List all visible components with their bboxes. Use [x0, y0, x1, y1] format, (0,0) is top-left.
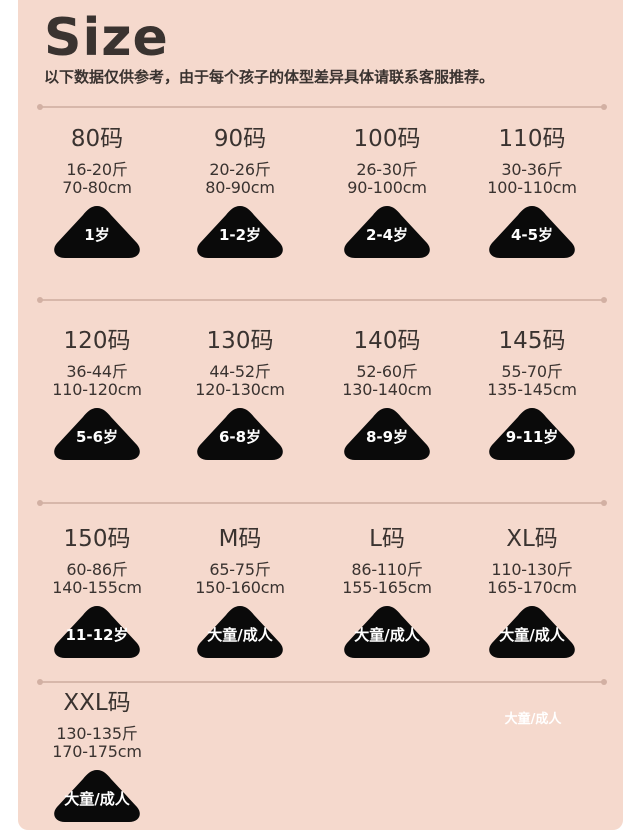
badge-triangle-shape: [54, 606, 140, 658]
size-label: XXL码: [63, 690, 131, 716]
age-label: 大童/成人: [354, 626, 420, 644]
weight-range: 30-36斤: [501, 160, 563, 179]
size-cell: XL码 110-130斤 165-170cm 大童/成人: [467, 525, 597, 659]
divider: [37, 679, 607, 685]
height-range: 130-140cm: [342, 380, 432, 399]
age-badge: 1岁: [53, 203, 141, 259]
age-badge: 4-5岁: [488, 203, 576, 259]
age-label: 6-8岁: [218, 428, 262, 446]
size-label: 140码: [353, 328, 421, 354]
height-range: 80-90cm: [205, 178, 275, 197]
weight-range: 55-70斤: [501, 362, 563, 381]
age-badge: 6-8岁: [196, 405, 284, 461]
weight-range: 26-30斤: [356, 160, 418, 179]
age-label: 9-11岁: [505, 428, 559, 446]
age-badge: 8-9岁: [343, 405, 431, 461]
age-label: 大童/成人: [499, 626, 565, 644]
age-label: 5-6岁: [75, 428, 119, 446]
size-cell: 110码 30-36斤 100-110cm 4-5岁: [467, 125, 597, 259]
age-badge: 大童/成人: [343, 603, 431, 659]
weight-range: 44-52斤: [209, 362, 271, 381]
badge-triangle-shape: [489, 606, 575, 658]
divider: [37, 500, 607, 506]
size-cell: M码 65-75斤 150-160cm 大童/成人: [175, 525, 305, 659]
divider: [37, 104, 607, 110]
weight-range: 130-135斤: [56, 724, 138, 743]
weight-range: 52-60斤: [356, 362, 418, 381]
size-cell: 90码 20-26斤 80-90cm 1-2岁: [175, 125, 305, 259]
age-label: 11-12岁: [65, 626, 129, 644]
size-label: M码: [218, 526, 262, 552]
height-range: 135-145cm: [487, 380, 577, 399]
size-label: 80码: [70, 126, 124, 152]
age-badge: 大童/成人: [488, 603, 576, 659]
height-range: 165-170cm: [487, 578, 577, 597]
size-label: 100码: [353, 126, 421, 152]
height-range: 140-155cm: [52, 578, 142, 597]
size-cell: 100码 26-30斤 90-100cm 2-4岁: [322, 125, 452, 259]
size-cell: 80码 16-20斤 70-80cm 1岁: [32, 125, 162, 259]
size-label: 150码: [63, 526, 131, 552]
age-label: 大童/成人: [207, 626, 273, 644]
age-badge: 大童/成人: [53, 767, 141, 823]
size-cell: L码 86-110斤 155-165cm 大童/成人: [322, 525, 452, 659]
divider: [37, 297, 607, 303]
size-cell: 140码 52-60斤 130-140cm 8-9岁: [322, 327, 452, 461]
weight-range: 16-20斤: [66, 160, 128, 179]
size-label: 130码: [206, 328, 274, 354]
size-cell: 130码 44-52斤 120-130cm 6-8岁: [175, 327, 305, 461]
size-label: 110码: [498, 126, 566, 152]
height-range: 170-175cm: [52, 742, 142, 761]
badge-triangle-shape: [344, 206, 430, 258]
height-range: 110-120cm: [52, 380, 142, 399]
age-label: 1岁: [84, 226, 110, 244]
age-badge: 5-6岁: [53, 405, 141, 461]
size-label: 145码: [498, 328, 566, 354]
badge-triangle-shape: [197, 606, 283, 658]
age-badge: 11-12岁: [53, 603, 141, 659]
weight-range: 86-110斤: [351, 560, 423, 579]
weight-range: 65-75斤: [209, 560, 271, 579]
page-title: Size: [44, 8, 169, 68]
badge-triangle-shape: [197, 408, 283, 460]
page-subtitle: 以下数据仅供参考，由于每个孩子的体型差异具体请联系客服推荐。: [44, 68, 495, 86]
height-range: 100-110cm: [487, 178, 577, 197]
age-badge: 1-2岁: [196, 203, 284, 259]
age-badge: 大童/成人: [196, 603, 284, 659]
size-label: 120码: [63, 328, 131, 354]
weight-range: 110-130斤: [491, 560, 573, 579]
size-label: L码: [369, 526, 405, 552]
size-cell: 120码 36-44斤 110-120cm 5-6岁: [32, 327, 162, 461]
size-cell: 150码 60-86斤 140-155cm 11-12岁: [32, 525, 162, 659]
age-label: 大童/成人: [64, 790, 130, 808]
size-label: 90码: [213, 126, 267, 152]
badge-triangle-shape: [344, 606, 430, 658]
age-label: 2-4岁: [365, 226, 409, 244]
badge-triangle-shape: [54, 206, 140, 258]
age-label: 1-2岁: [218, 226, 262, 244]
weight-range: 36-44斤: [66, 362, 128, 381]
badge-triangle-shape: [54, 770, 140, 822]
age-badge: 9-11岁: [488, 405, 576, 461]
age-badge: 2-4岁: [343, 203, 431, 259]
height-range: 120-130cm: [195, 380, 285, 399]
weight-range: 60-86斤: [66, 560, 128, 579]
badge-triangle-shape: [344, 408, 430, 460]
badge-triangle-shape: [489, 408, 575, 460]
height-range: 155-165cm: [342, 578, 432, 597]
size-cell: XXL码 130-135斤 170-175cm 大童/成人: [32, 689, 162, 823]
weight-range: 20-26斤: [209, 160, 271, 179]
size-label: XL码: [506, 526, 558, 552]
size-cell: 145码 55-70斤 135-145cm 9-11岁: [467, 327, 597, 461]
badge-triangle-shape: [489, 206, 575, 258]
age-label: 4-5岁: [510, 226, 554, 244]
extra-age-label: 大童/成人: [504, 712, 562, 727]
badge-triangle-shape: [197, 206, 283, 258]
age-label: 8-9岁: [365, 428, 409, 446]
height-range: 70-80cm: [62, 178, 132, 197]
height-range: 150-160cm: [195, 578, 285, 597]
height-range: 90-100cm: [347, 178, 427, 197]
badge-triangle-shape: [54, 408, 140, 460]
